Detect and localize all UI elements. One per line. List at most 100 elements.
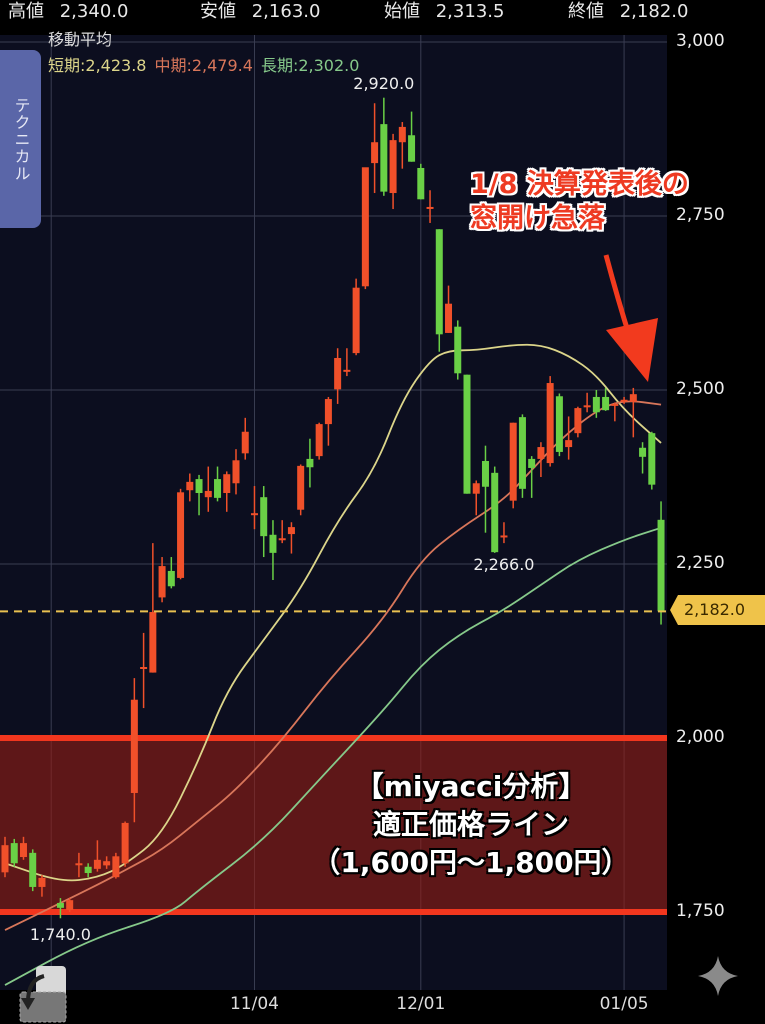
candle: [537, 442, 545, 477]
candle: [463, 374, 471, 494]
fair-value-line1: 【miyacci分析】: [355, 770, 587, 803]
candle: [306, 438, 314, 488]
fair-value-line3: （1,600円〜1,800円）: [312, 846, 630, 879]
candle-body: [371, 142, 379, 164]
candle: [500, 522, 508, 544]
candle: [481, 445, 489, 533]
candle: [149, 543, 157, 673]
candle: [620, 396, 628, 404]
candle: [56, 898, 64, 919]
candle-body: [417, 167, 425, 200]
candle: [648, 431, 656, 490]
candle-body: [186, 481, 194, 491]
candle: [509, 422, 517, 509]
candle: [398, 122, 406, 169]
candle-body: [639, 447, 647, 457]
candle-body: [537, 447, 545, 459]
candle: [352, 278, 360, 356]
candle: [214, 466, 222, 502]
candle-body: [241, 431, 249, 454]
open-label: 始値: [384, 1, 420, 22]
candle-body: [10, 843, 18, 864]
candles: [1, 97, 665, 919]
candle-body: [648, 433, 656, 485]
candle: [629, 387, 637, 438]
candle: [583, 392, 591, 413]
candle: [371, 103, 379, 194]
candle: [84, 863, 92, 878]
candle: [361, 167, 369, 290]
candle: [417, 163, 425, 200]
candle: [241, 417, 249, 460]
candle-body: [130, 699, 138, 793]
moving-average-values: 短期:2,423.8 中期:2,479.4 長期:2,302.0: [48, 52, 367, 76]
candle-body: [223, 474, 231, 494]
long-ma-value: 長期:2,302.0: [260, 56, 360, 75]
low-label: 安値: [200, 1, 236, 22]
low-value: 2,163.0: [251, 1, 321, 22]
open-value: 2,313.5: [435, 1, 505, 22]
sparkle-icon[interactable]: [696, 954, 740, 998]
candle: [343, 348, 351, 377]
candle: [389, 133, 397, 210]
last-price-value: 2,182.0: [684, 600, 746, 619]
candle: [10, 838, 18, 867]
short-ma-value: 短期:2,423.8: [48, 56, 147, 75]
candle-body: [380, 124, 388, 192]
candle-body: [149, 612, 157, 673]
candle-body: [232, 460, 240, 484]
candle-body: [546, 383, 554, 464]
candle: [223, 471, 231, 512]
candle: [555, 393, 563, 457]
candle-body: [112, 856, 120, 878]
earnings-annotation: 1/8 決算発表後の 窓開け急落: [470, 168, 689, 236]
candle-body: [84, 866, 92, 874]
x-tick-label: 01/05: [599, 994, 649, 1014]
candle: [195, 474, 203, 516]
candle: [130, 678, 138, 823]
candle-body: [158, 566, 166, 598]
candle-body: [269, 534, 277, 553]
y-tick-label: 1,750: [676, 901, 725, 921]
candle-body: [29, 852, 37, 887]
candle-body: [583, 405, 591, 408]
last-price-badge: 2,182.0: [670, 595, 765, 625]
candle-body: [611, 403, 619, 406]
short-ma-line: [4, 343, 662, 882]
candle-body: [389, 140, 397, 194]
drawing-tool-icon[interactable]: [14, 962, 80, 1024]
candle: [592, 390, 600, 418]
candle: [204, 466, 212, 512]
candle-body: [518, 417, 526, 489]
candle: [324, 396, 332, 446]
candle: [334, 348, 342, 404]
technical-tab-label: テクニカル: [11, 96, 31, 182]
candle-body: [565, 440, 573, 448]
candle-body: [315, 424, 323, 457]
swing-low-label: 2,266.0: [473, 554, 535, 574]
y-tick-label: 2,250: [676, 553, 725, 573]
fair-band-fill: [0, 738, 667, 912]
candle-body: [75, 863, 83, 866]
y-tick-label: 2,500: [676, 379, 725, 399]
candle: [445, 285, 453, 333]
close-value: 2,182.0: [619, 1, 689, 22]
candle-body: [306, 458, 314, 468]
candle-body: [574, 408, 582, 434]
candle: [528, 456, 536, 498]
candle-body: [177, 492, 185, 578]
candle: [121, 821, 129, 867]
candle: [112, 852, 120, 879]
candle-body: [463, 374, 471, 494]
moving-average-title: 移動平均: [48, 30, 113, 49]
candle-body: [426, 206, 434, 209]
candle-body: [140, 667, 148, 670]
technical-tab[interactable]: テクニカル: [0, 50, 41, 228]
candle-body: [555, 396, 563, 452]
candle: [472, 480, 480, 516]
candle: [380, 97, 388, 196]
long-ma-line: [4, 526, 662, 986]
mid-ma-value: 中期:2,479.4: [154, 56, 253, 75]
candle: [491, 466, 499, 553]
